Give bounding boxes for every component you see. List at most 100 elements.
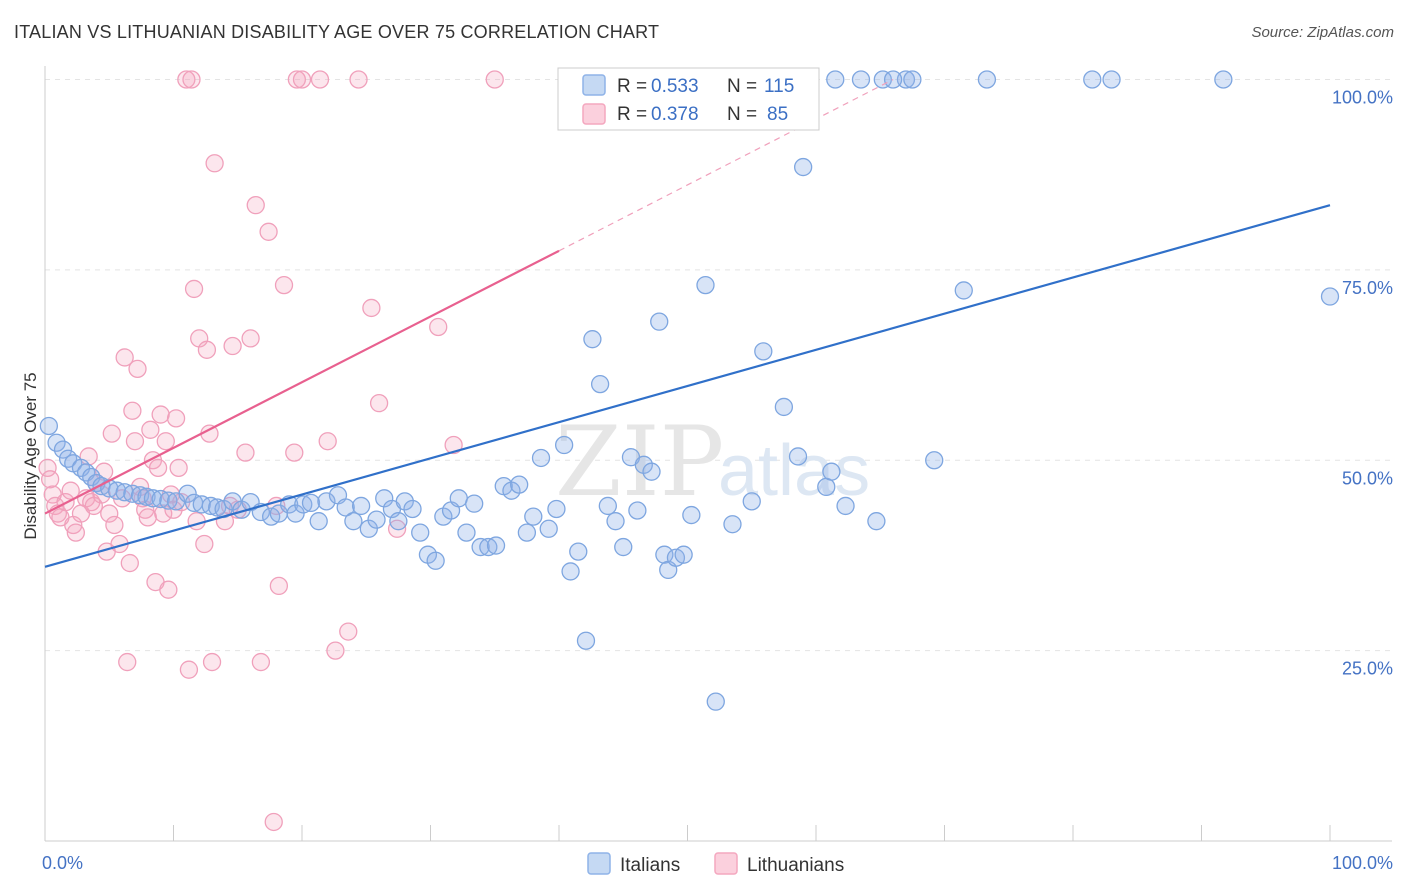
lithuanians-point [195, 534, 214, 554]
italians-point [510, 475, 529, 494]
lithuanians-point [339, 622, 358, 641]
lithuanians-point [292, 70, 312, 89]
italians-point [590, 374, 610, 394]
italians-point [696, 275, 715, 295]
italians-point [107, 481, 127, 500]
italians-point [479, 537, 498, 557]
italians-point [389, 512, 408, 531]
legend-italians-label: Italians [620, 855, 680, 876]
italians-point [925, 451, 944, 470]
lithuanians-point [251, 652, 271, 672]
stats-legend: R = 0.533 N = 115 R = 0.378 N = 85 [557, 67, 820, 131]
lithuanians-point [285, 443, 304, 462]
italians-point [531, 448, 551, 468]
italians-point [569, 542, 588, 561]
italians-r-value: 0.533 [651, 76, 699, 97]
italians-point [977, 70, 997, 89]
italians-point [794, 157, 813, 177]
italians-point [471, 537, 490, 557]
y-axis-title: Disability Age Over 75 [21, 372, 40, 539]
italians-point [115, 483, 134, 502]
italians-point [606, 512, 625, 531]
lithuanians-point [100, 504, 119, 523]
lithuanians-point [349, 70, 368, 89]
italians-point [817, 477, 836, 497]
italians-point [1214, 70, 1233, 89]
italians-point [754, 342, 773, 361]
lithuanians-point [287, 70, 307, 89]
italians-point [159, 491, 178, 510]
lithuanians-point [429, 317, 448, 337]
italians-point [294, 495, 313, 514]
lithuanians-point [84, 496, 103, 516]
italians-point [774, 397, 794, 417]
italians-point [178, 484, 197, 503]
lithuanians-point [387, 519, 407, 538]
italians-point [650, 312, 669, 331]
trend-lines [44, 78, 1331, 568]
italians-point [486, 536, 506, 555]
italians-point [457, 523, 476, 542]
lithuanians-n-label: N = [727, 104, 757, 125]
lithuanians-point [184, 279, 204, 299]
italians-point [896, 70, 916, 89]
lithuanians-point [148, 458, 168, 478]
italians-point [344, 512, 363, 531]
italians-point [1102, 70, 1121, 89]
lithuanians-point [259, 222, 278, 241]
italians-point [336, 498, 355, 517]
italians-point [628, 501, 647, 520]
italians-point [598, 496, 617, 516]
italians-point [367, 510, 386, 529]
legend-italians-swatch [587, 852, 611, 875]
italians-point [954, 281, 973, 300]
italians-point [682, 505, 701, 525]
lithuanians-point [105, 515, 124, 535]
italians-point [655, 545, 674, 564]
italians-point [836, 496, 855, 516]
italians-point [208, 498, 227, 517]
lithuanians-n-value: 85 [767, 104, 788, 125]
italians-point [1083, 70, 1102, 89]
y-tick-label: 100.0% [1332, 88, 1393, 108]
lithuanians-point [326, 641, 345, 660]
legend-lithuanians-swatch [714, 852, 738, 875]
lithuanians-point [202, 652, 222, 672]
italians-point [851, 70, 871, 89]
lithuanians-point [125, 432, 145, 451]
italians-point [822, 462, 841, 481]
italians-swatch [582, 74, 606, 96]
italians-point [524, 507, 543, 526]
italians-point [426, 551, 445, 570]
italians-point [395, 492, 414, 511]
lithuanians-point [177, 70, 196, 89]
lithuanians-point [485, 70, 504, 89]
lithuanians-r-value: 0.378 [651, 104, 699, 125]
italians-point [547, 499, 566, 519]
italians-point [742, 492, 761, 511]
italians-point [123, 484, 142, 503]
lithuanians-point [182, 70, 201, 89]
lithuanians-point [123, 401, 142, 420]
lithuanians-point [362, 298, 381, 318]
italians-n-value: 115 [764, 76, 794, 97]
italians-point [359, 519, 378, 538]
italians-point [143, 489, 163, 508]
lithuanians-point [138, 508, 157, 527]
lithuanians-point [120, 553, 139, 573]
italians-point [449, 489, 468, 508]
lithuanians-points [38, 70, 504, 832]
lithuanians-point [197, 340, 217, 359]
grid-lines [45, 79, 1392, 652]
italians-point [465, 494, 484, 513]
italians-point [723, 515, 742, 534]
lithuanians-point [310, 70, 330, 89]
italians-point [309, 512, 328, 531]
x-tick-label: 100.0% [1332, 853, 1393, 873]
lithuanians-trend-line [44, 249, 560, 515]
italians-point [317, 492, 336, 511]
lithuanians-point [40, 470, 60, 489]
italians-point [301, 493, 321, 513]
italians-points [39, 70, 1340, 711]
lithuanians-trend-extension [558, 78, 894, 252]
